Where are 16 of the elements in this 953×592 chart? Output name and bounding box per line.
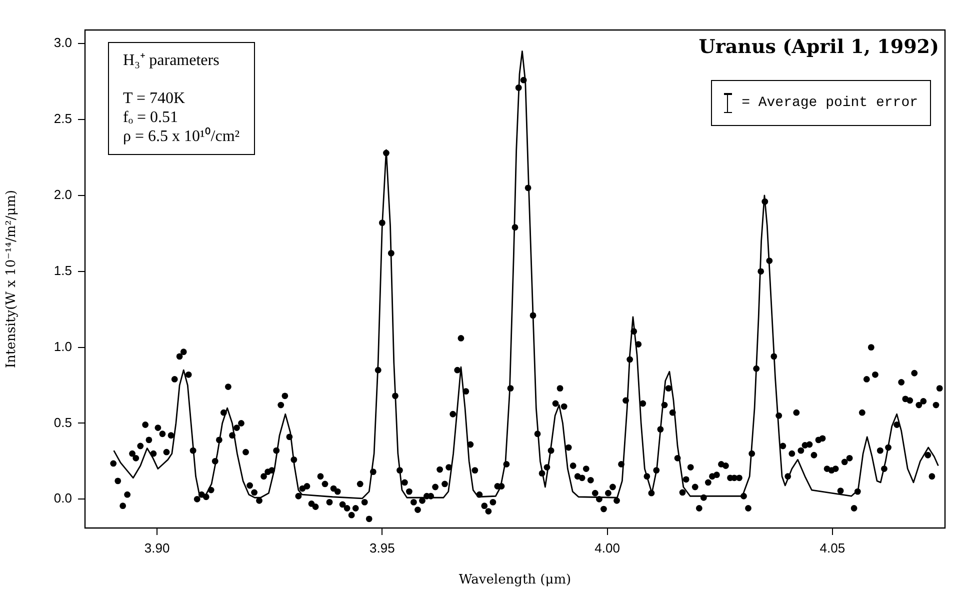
x-tick-label: 3.95: [370, 540, 395, 556]
y-tick-label: 3.0: [54, 35, 72, 50]
y-axis-title: Intensity(W x 10⁻¹⁴/m²/μm): [4, 190, 20, 368]
y-tick-label: 0.0: [54, 490, 72, 506]
y-tick-label: 2.0: [54, 187, 72, 202]
y-tick-label: 1.5: [54, 262, 72, 278]
x-tick-label: 4.05: [820, 540, 846, 556]
y-tick-label: 2.5: [54, 111, 72, 126]
x-tick-label: 3.90: [144, 540, 170, 556]
text: H₃⁺ parameters T = 740K fₒ = 0.51 ρ = 6.5 x 10¹⁰/cm²: [123, 52, 240, 145]
annotation: = Average point error: [742, 94, 918, 112]
y-tick-label: 1.0: [54, 338, 72, 354]
x-tick-label: 4.00: [594, 540, 620, 556]
x-axis-title: Wavelength (μm): [458, 572, 572, 588]
chart-title: Uranus (April 1, 1992): [698, 36, 939, 58]
y-tick-label: 0.5: [54, 414, 72, 430]
